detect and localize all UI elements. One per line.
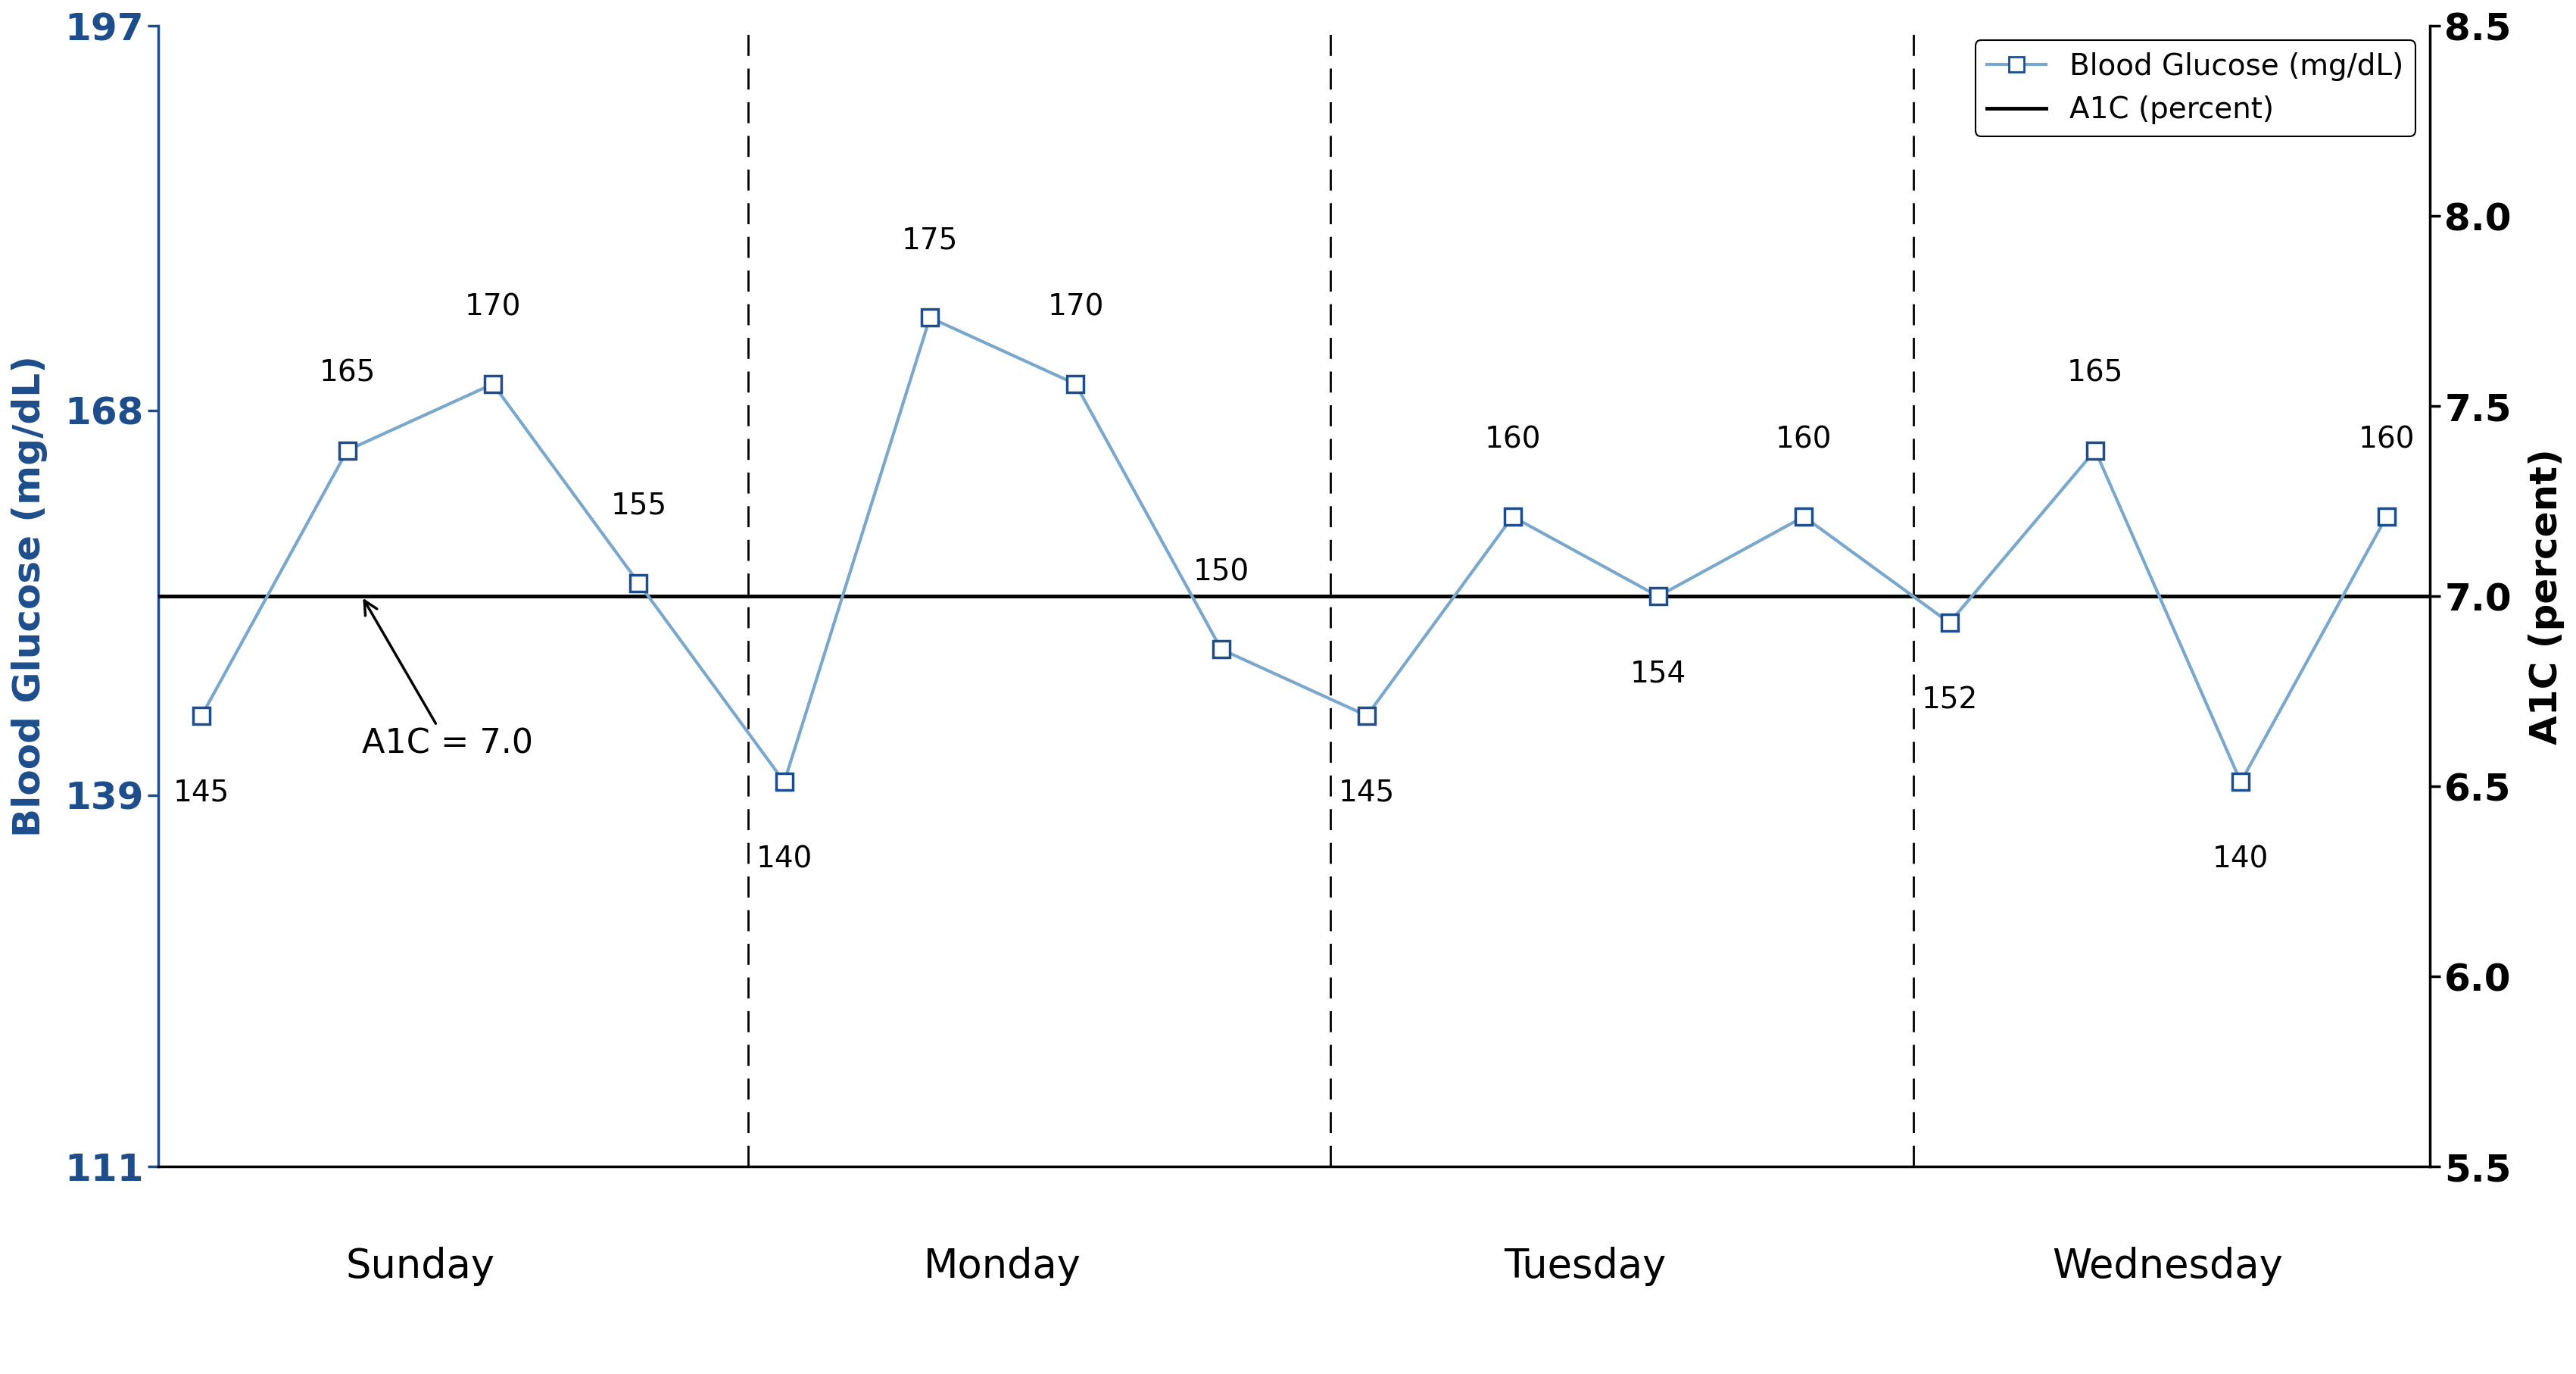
Text: 160: 160 bbox=[1775, 425, 1832, 453]
Text: A1C = 7.0: A1C = 7.0 bbox=[361, 600, 533, 760]
Text: 160: 160 bbox=[1484, 425, 1540, 453]
Text: 160: 160 bbox=[2357, 425, 2414, 453]
Legend: Blood Glucose (mg/dL), A1C (percent): Blood Glucose (mg/dL), A1C (percent) bbox=[1976, 40, 2416, 136]
Text: Monday: Monday bbox=[925, 1246, 1082, 1286]
Text: 140: 140 bbox=[2213, 845, 2269, 874]
Text: 175: 175 bbox=[902, 227, 958, 256]
Text: Sunday: Sunday bbox=[345, 1246, 495, 1286]
Text: Tuesday: Tuesday bbox=[1504, 1246, 1667, 1286]
Text: 150: 150 bbox=[1193, 558, 1249, 587]
Text: Wednesday: Wednesday bbox=[2053, 1246, 2282, 1286]
Y-axis label: Blood Glucose (mg/dL): Blood Glucose (mg/dL) bbox=[10, 356, 49, 837]
Text: 145: 145 bbox=[1340, 779, 1396, 807]
Text: 165: 165 bbox=[319, 359, 376, 387]
Text: 140: 140 bbox=[757, 845, 811, 874]
Text: 145: 145 bbox=[173, 779, 229, 807]
Text: 165: 165 bbox=[2066, 359, 2123, 387]
Text: 154: 154 bbox=[1631, 660, 1687, 688]
Text: 155: 155 bbox=[611, 492, 667, 521]
Text: 152: 152 bbox=[1922, 686, 1978, 714]
Y-axis label: A1C (percent): A1C (percent) bbox=[2527, 448, 2566, 745]
Text: 170: 170 bbox=[1048, 293, 1103, 322]
Text: 170: 170 bbox=[464, 293, 520, 322]
